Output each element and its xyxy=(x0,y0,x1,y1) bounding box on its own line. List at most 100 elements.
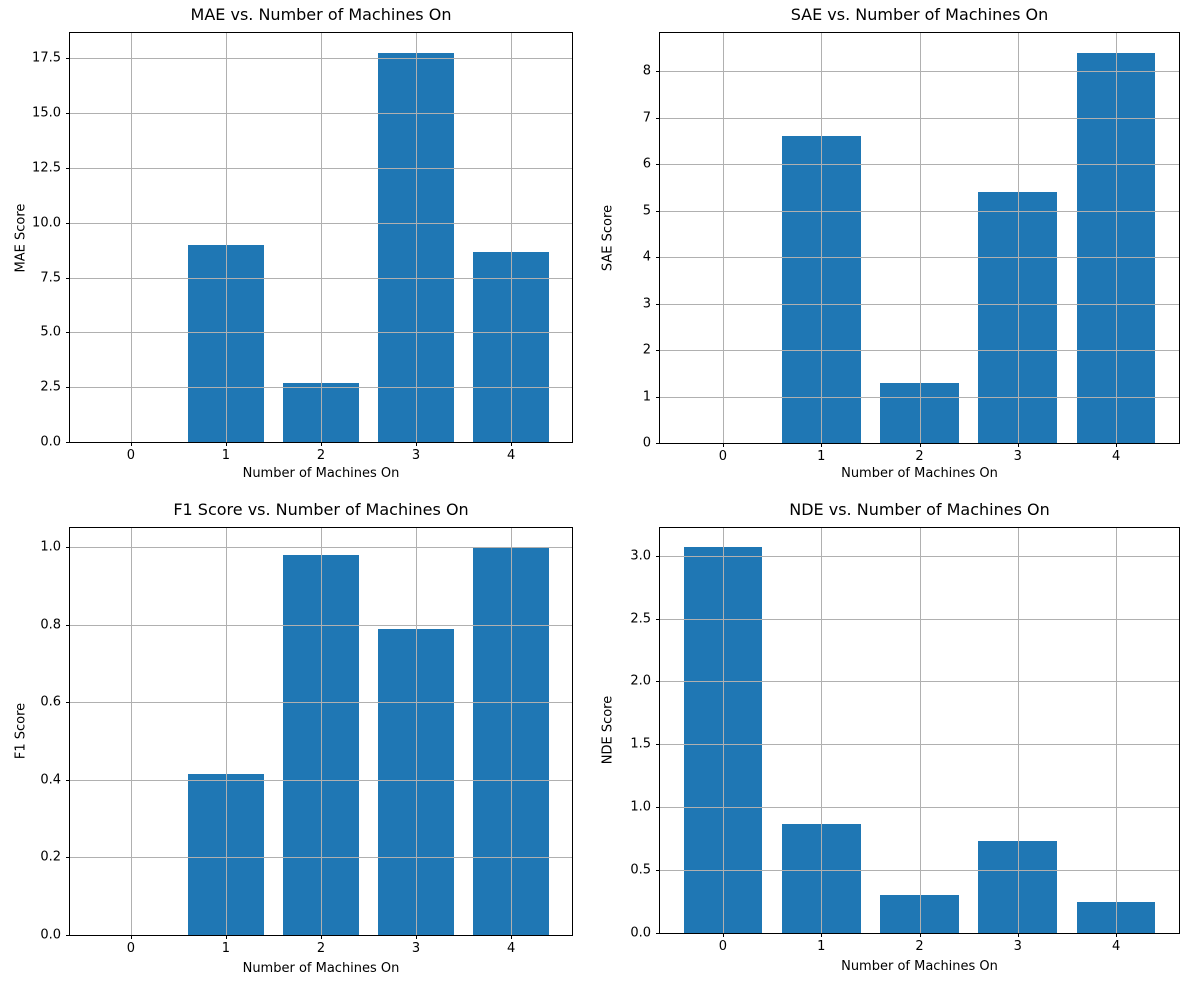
gridline-horizontal xyxy=(70,332,572,334)
gridline-horizontal xyxy=(660,303,1179,305)
y-tick-label: 0.5 xyxy=(630,862,651,878)
y-tick-label: 1.0 xyxy=(40,539,61,555)
y-tick-mark xyxy=(656,71,660,73)
bar xyxy=(473,547,550,935)
bar xyxy=(378,628,455,935)
gridline-horizontal xyxy=(660,396,1179,398)
x-tick-mark xyxy=(511,935,513,939)
y-tick-label: 12.5 xyxy=(32,160,61,176)
y-tick-label: 4 xyxy=(642,249,651,265)
y-tick-mark xyxy=(656,933,660,934)
gridline-horizontal xyxy=(660,618,1179,620)
y-tick-label: 0.0 xyxy=(630,925,651,941)
chart-title: MAE vs. Number of Machines On xyxy=(190,5,452,24)
chart-title: F1 Score vs. Number of Machines On xyxy=(173,500,469,519)
y-tick-label: 1.5 xyxy=(630,736,651,752)
gridline-horizontal xyxy=(660,257,1179,259)
y-tick-mark xyxy=(66,222,70,224)
x-tick-mark xyxy=(321,442,322,446)
x-tick-label: 0 xyxy=(126,448,135,463)
y-tick-mark xyxy=(66,58,70,60)
x-tick-label: 3 xyxy=(411,448,421,463)
y-tick-mark xyxy=(656,870,660,872)
bar xyxy=(282,555,360,935)
gridline-vertical xyxy=(1116,528,1118,933)
y-tick-label: 0.6 xyxy=(40,694,61,710)
y-tick-label: 0.4 xyxy=(40,772,61,788)
x-tick-mark xyxy=(130,442,132,446)
bar xyxy=(683,546,763,933)
x-tick-label: 2 xyxy=(915,939,924,954)
bar xyxy=(880,895,959,933)
chart-title: SAE vs. Number of Machines On xyxy=(790,5,1049,24)
x-tick-label: 1 xyxy=(817,939,826,954)
gridline-horizontal xyxy=(660,807,1179,809)
gridline-horizontal xyxy=(70,387,572,389)
gridline-vertical xyxy=(225,33,227,442)
x-tick-label: 4 xyxy=(507,941,516,956)
y-tick-mark xyxy=(656,257,660,259)
gridline-horizontal xyxy=(70,168,572,170)
y-tick-mark xyxy=(66,702,70,704)
y-tick-label: 1.0 xyxy=(630,799,651,815)
x-tick-label: 4 xyxy=(1111,449,1121,464)
x-tick-mark xyxy=(1116,443,1118,447)
y-tick-mark xyxy=(66,277,70,279)
bar xyxy=(880,383,959,443)
x-tick-mark xyxy=(1116,933,1118,937)
y-tick-label: 0.8 xyxy=(40,617,61,633)
y-tick-mark xyxy=(66,387,70,389)
y-tick-mark xyxy=(656,164,660,166)
gridline-vertical xyxy=(225,528,227,935)
chart-title: NDE vs. Number of Machines On xyxy=(789,500,1050,519)
y-tick-label: 10.0 xyxy=(32,215,61,231)
y-tick-mark xyxy=(66,779,70,781)
y-tick-mark xyxy=(66,168,70,170)
y-tick-mark xyxy=(656,117,660,119)
x-tick-mark xyxy=(722,933,724,937)
gridline-horizontal xyxy=(70,702,572,704)
x-axis-label: Number of Machines On xyxy=(242,466,400,481)
y-tick-label: 6 xyxy=(642,156,651,172)
x-tick-mark xyxy=(511,442,513,446)
x-tick-mark xyxy=(130,935,132,939)
y-tick-mark xyxy=(656,744,660,746)
x-axis-label: Number of Machines On xyxy=(242,961,400,976)
gridline-horizontal xyxy=(70,222,572,224)
x-tick-mark xyxy=(416,935,418,939)
x-tick-label: 0 xyxy=(718,939,728,954)
bar xyxy=(781,136,861,443)
y-tick-mark xyxy=(656,350,660,352)
gridline-horizontal xyxy=(660,555,1179,557)
x-tick-label: 1 xyxy=(221,448,231,463)
gridline-vertical xyxy=(1017,33,1019,443)
y-tick-mark xyxy=(656,555,660,557)
y-tick-label: 0.0 xyxy=(40,434,61,450)
x-tick-mark xyxy=(919,933,921,937)
x-tick-mark xyxy=(225,442,227,446)
y-tick-label: 5 xyxy=(642,203,651,219)
y-tick-mark xyxy=(66,935,70,936)
x-tick-mark xyxy=(722,443,724,447)
gridline-vertical xyxy=(321,33,322,442)
bar xyxy=(187,774,264,935)
x-tick-label: 0 xyxy=(718,449,728,464)
gridline-vertical xyxy=(919,528,921,933)
gridline-vertical xyxy=(130,33,132,442)
bar xyxy=(282,382,360,442)
y-tick-label: 2.5 xyxy=(40,379,61,395)
gridline-vertical xyxy=(821,528,823,933)
gridline-vertical xyxy=(416,33,418,442)
y-tick-label: 1 xyxy=(642,389,651,404)
y-tick-mark xyxy=(66,332,70,334)
gridline-horizontal xyxy=(70,624,572,626)
x-axis-label: Number of Machines On xyxy=(841,466,998,481)
x-tick-mark xyxy=(919,443,921,447)
x-tick-label: 4 xyxy=(1111,939,1121,954)
y-tick-mark xyxy=(656,396,660,398)
gridline-vertical xyxy=(722,528,724,933)
y-tick-label: 2.0 xyxy=(630,673,651,689)
y-tick-mark xyxy=(66,547,70,549)
x-tick-label: 3 xyxy=(411,941,421,956)
